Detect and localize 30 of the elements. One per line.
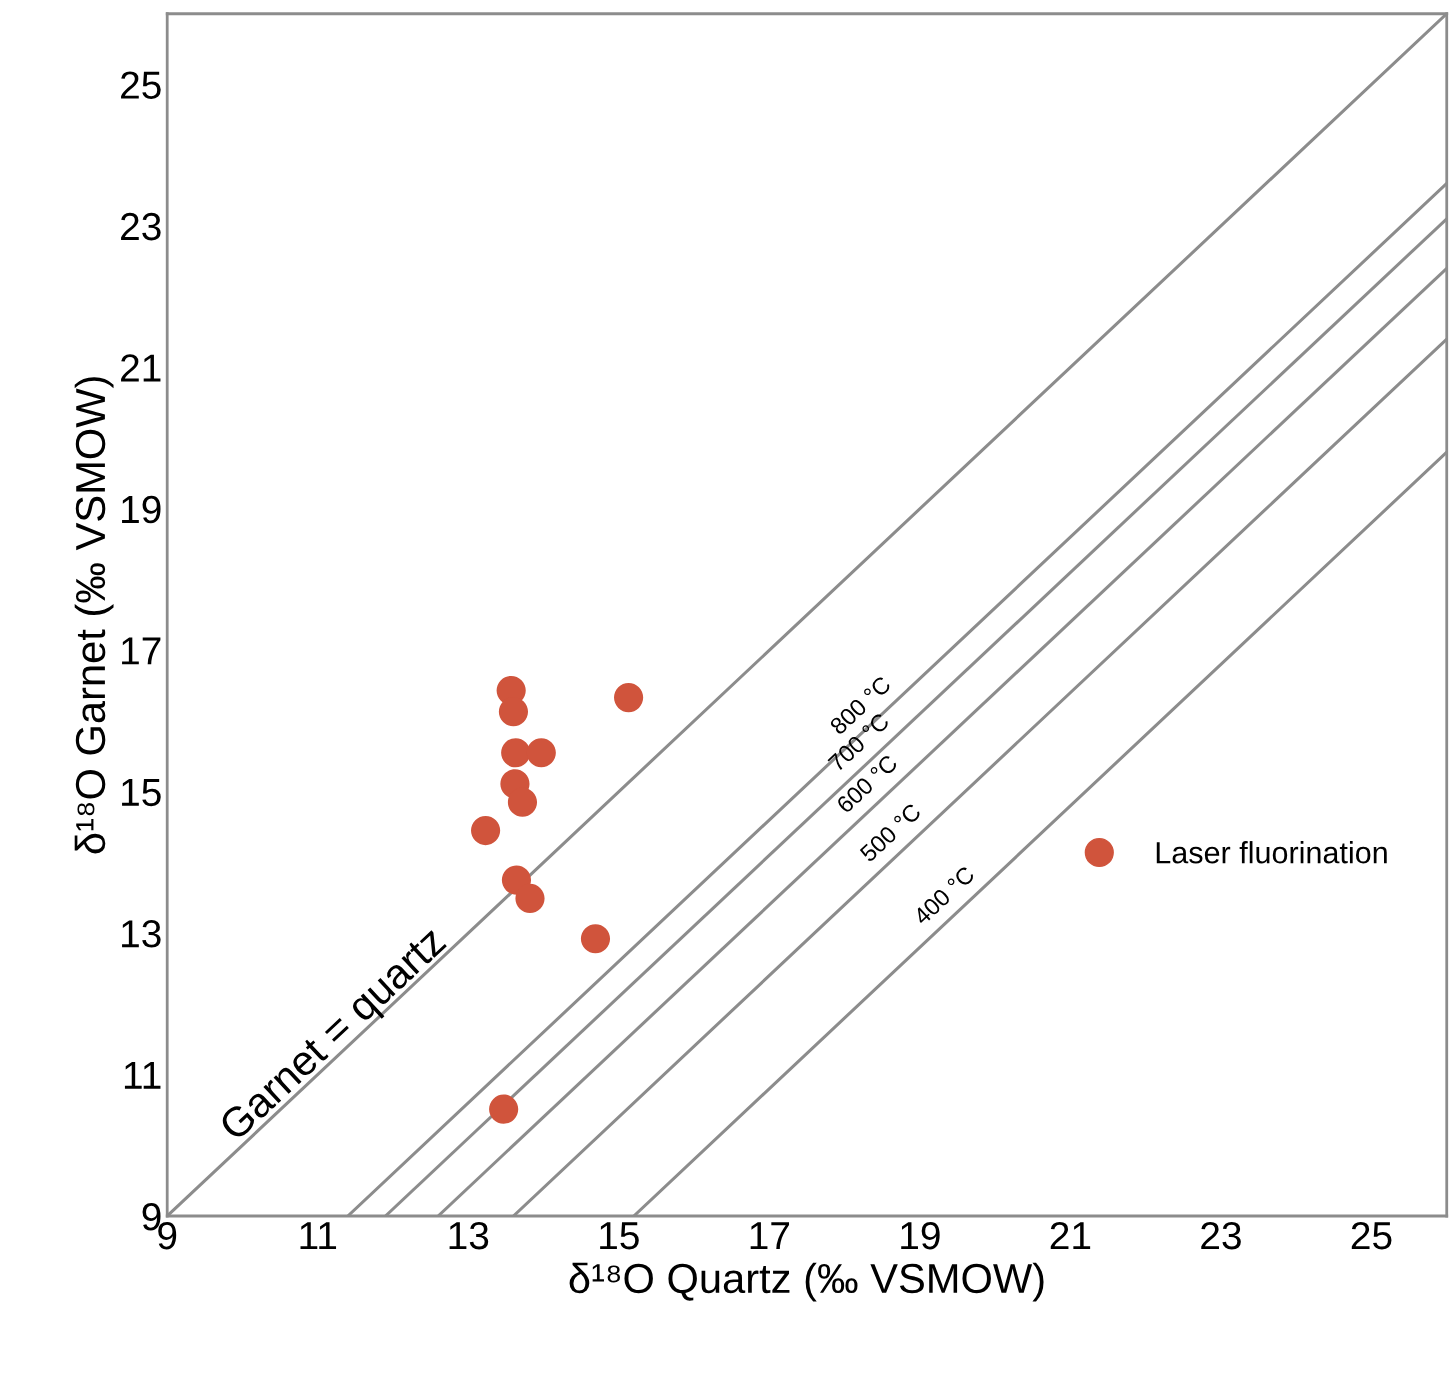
y-tick-label: 19: [122, 495, 161, 524]
y-tick-label: 23: [121, 212, 161, 241]
y-tick-label: 11: [124, 1061, 161, 1089]
point: [501, 738, 531, 768]
x-axis-title: δ¹⁸O Quartz (‰ VSMOW): [569, 1262, 1044, 1302]
point: [580, 924, 611, 954]
x-tick-label: 25: [1351, 1221, 1392, 1250]
x-tick-label: 21: [1050, 1221, 1091, 1250]
point: [526, 738, 556, 768]
y-tick-label: 17: [122, 637, 161, 665]
text: 400 °C: [912, 865, 976, 926]
legend-label: Laser fluorination: [1156, 841, 1387, 864]
y-tick-label: 15: [122, 779, 161, 807]
x-tick-label: 19: [901, 1221, 940, 1250]
y-tick-label: 21: [121, 354, 161, 382]
point: [489, 1094, 519, 1124]
point: [471, 815, 501, 846]
y-axis-title: δ¹⁸O Garnet (‰ VSMOW): [74, 377, 114, 854]
y-tick-label: 13: [122, 920, 161, 948]
x-tick-label: 23: [1201, 1221, 1241, 1250]
x-tick-label: 17: [750, 1222, 790, 1250]
point: [507, 787, 538, 817]
point: [498, 697, 529, 727]
text: 500 °C: [858, 802, 922, 863]
point: [614, 683, 644, 713]
y-tick-label: 25: [121, 71, 161, 99]
point: [515, 883, 545, 914]
x-tick-label: 11: [300, 1222, 337, 1250]
x-tick-label: 15: [600, 1222, 639, 1250]
x-tick-label: 13: [449, 1221, 489, 1250]
